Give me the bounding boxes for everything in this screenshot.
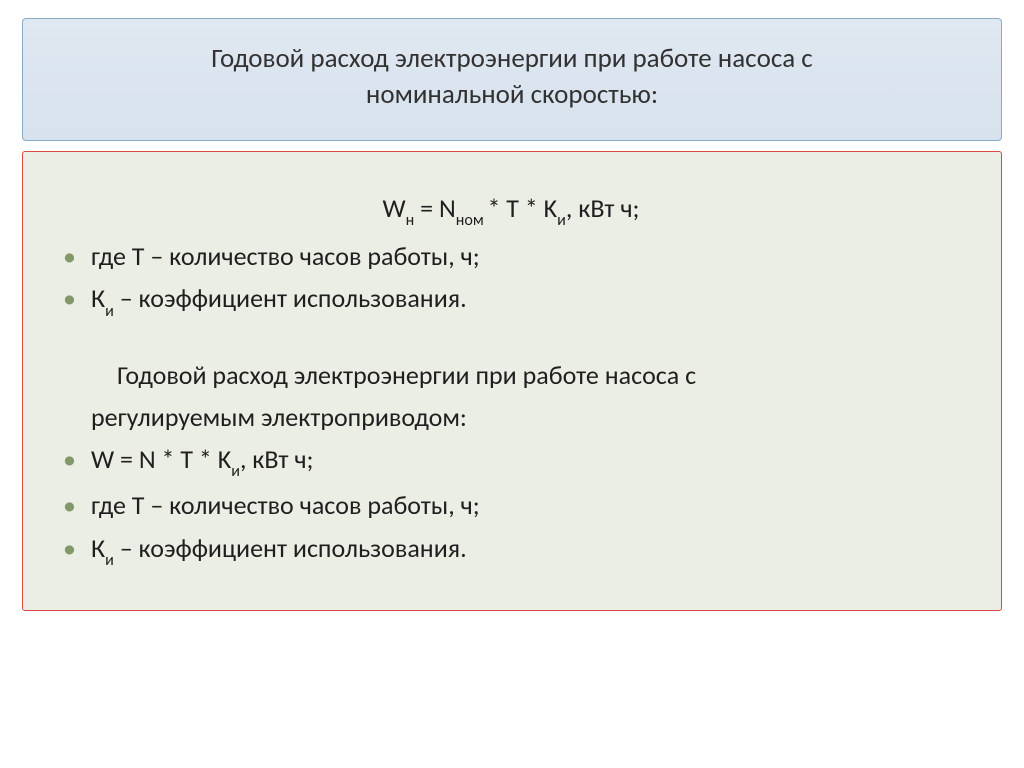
l7-pre: К [91,532,105,564]
title-line1: Годовой расход электроэнергии при работе… [211,42,812,75]
bullet-formula-2: W = N * T * Kи, кВт ч; [91,439,971,483]
f1-sub1: н [406,211,415,230]
title-line2: номинальной скоростью: [366,78,658,111]
f1-sub2: ном [456,211,488,230]
f2-pre: W = N * T * K [91,443,231,475]
l7-sub: и [105,551,114,570]
f1-sub3: и [557,211,566,230]
line4a-text: Годовой расход электроэнергии при работе… [117,359,696,391]
f1-pre: W [383,192,406,224]
bullet-line-7: Ки – коэффициент использования. [91,528,971,572]
title-box: Годовой расход электроэнергии при работе… [22,18,1002,141]
paragraph-line-4b: регулируемым электроприводом: [91,397,971,437]
l7-tail: – коэффициент использования. [114,532,467,564]
f2-tail: , кВт ч; [240,443,314,475]
bullet-line-6: где Т – количество часов работы, ч; [91,485,971,525]
line6-text: где Т – количество часов работы, ч; [91,489,480,521]
l3-pre: К [91,282,105,314]
bullet-line-3: Ки – коэффициент использования. [91,278,971,322]
f1-tail: , кВт ч; [566,192,640,224]
f2-sub: и [231,462,240,481]
l3-tail: – коэффициент использования. [114,282,467,314]
line4b-text: регулируемым электроприводом: [91,401,467,433]
slide: Годовой расход электроэнергии при работе… [0,0,1024,768]
line2-text: где Т – количество часов работы, ч; [91,240,480,272]
paragraph-line-4a: Годовой расход электроэнергии при работе… [91,355,971,395]
formula-1: Wн = Nном * T * Kи, кВт ч; [51,188,971,232]
f1-mid1: = N [414,192,456,224]
l3-sub: и [105,302,114,321]
content-box: Wн = Nном * T * Kи, кВт ч; где Т – колич… [22,151,1002,611]
f1-mid2: * T * K [487,192,557,224]
bullet-line-2: где Т – количество часов работы, ч; [91,236,971,276]
